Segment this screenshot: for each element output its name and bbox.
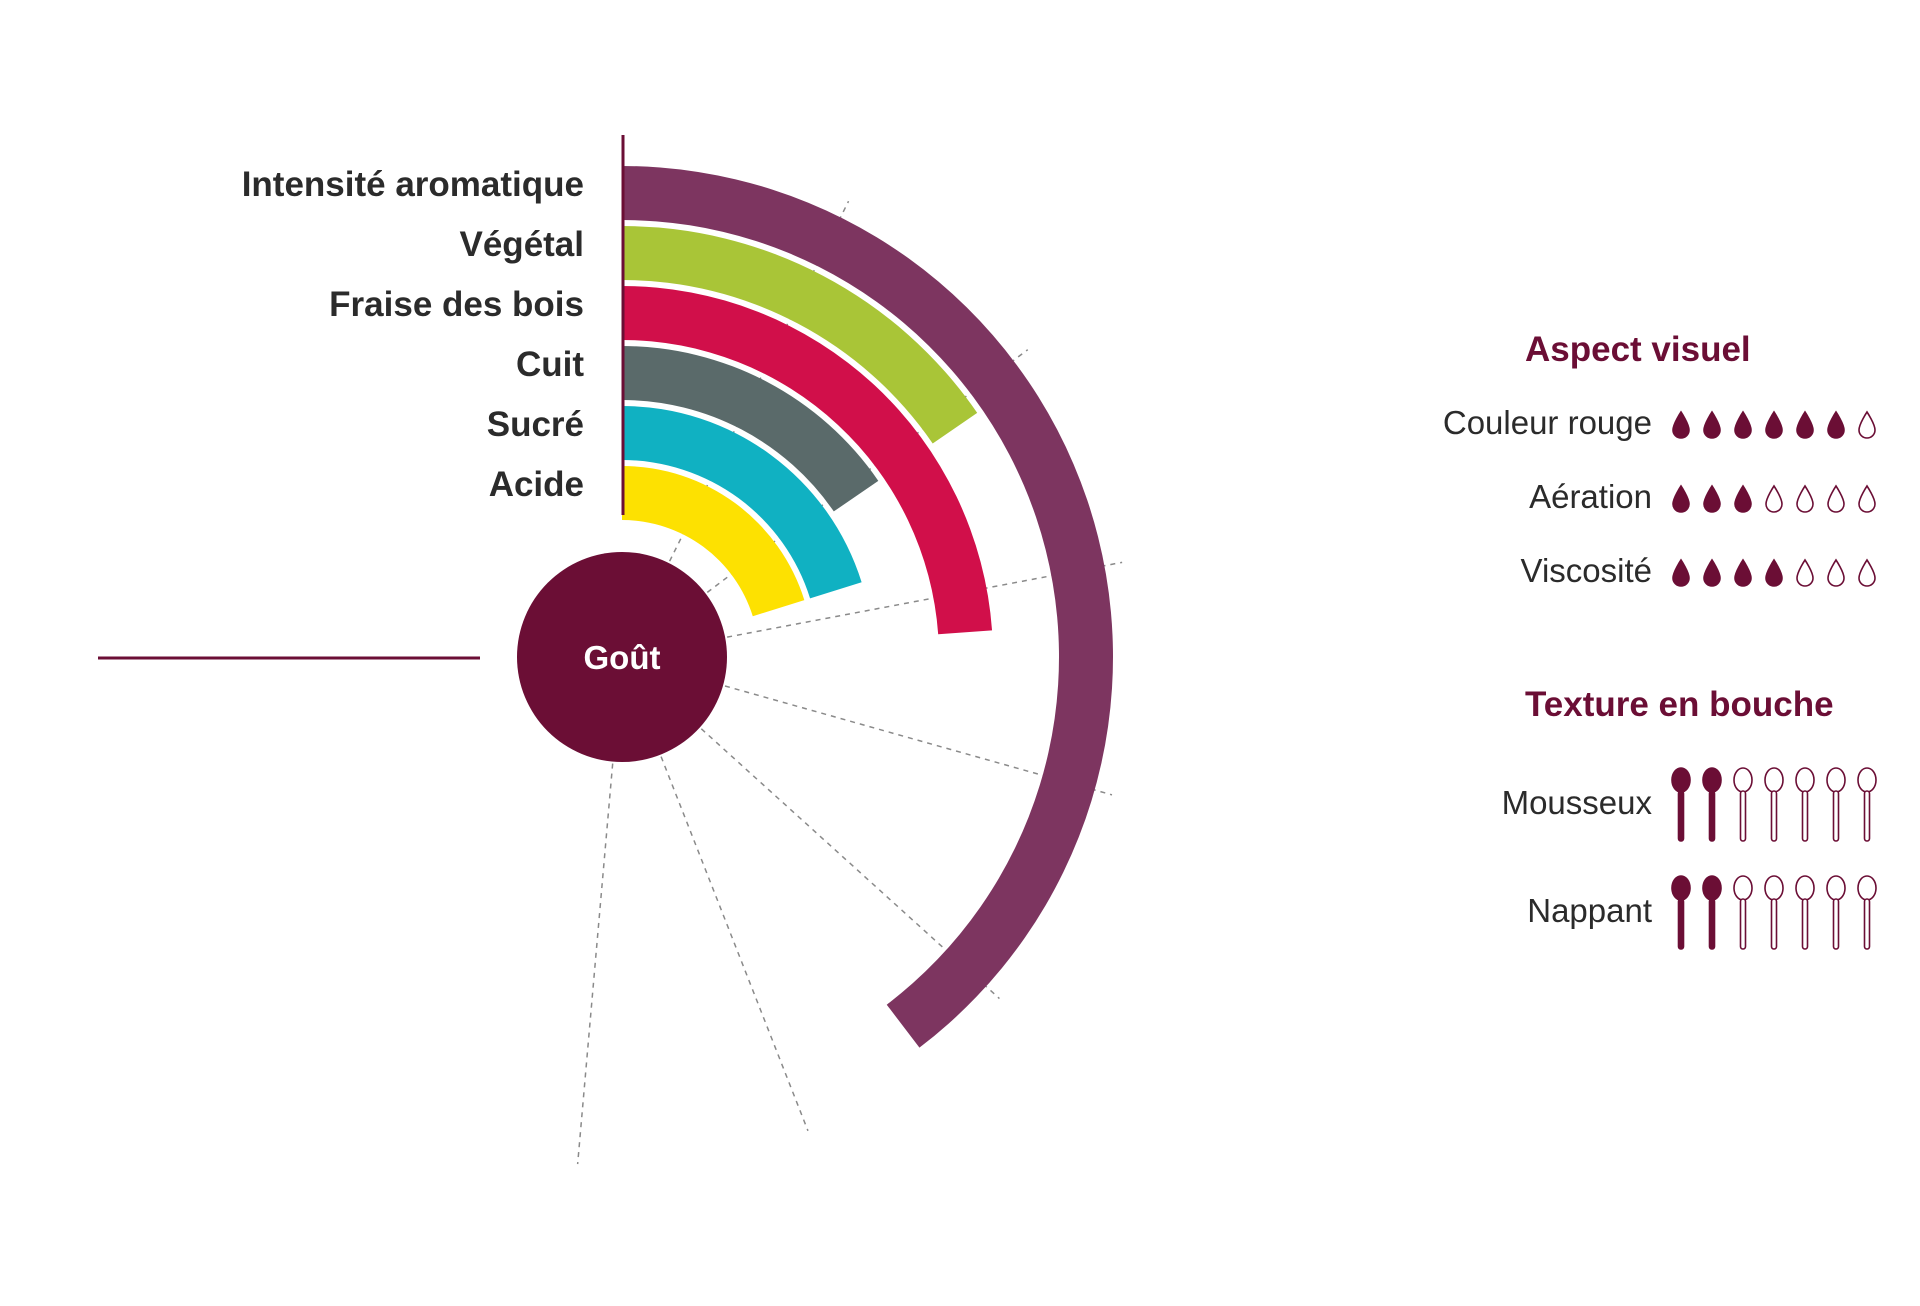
drop-filled-icon bbox=[1701, 484, 1723, 514]
spoon-rating bbox=[1670, 874, 1878, 952]
drop-filled-icon bbox=[1732, 484, 1754, 514]
arc-cuit bbox=[622, 346, 879, 512]
spoon-empty-icon bbox=[1794, 766, 1816, 844]
drop-filled-icon bbox=[1763, 558, 1785, 588]
drop-empty-icon bbox=[1856, 558, 1878, 588]
drop-empty-icon bbox=[1794, 558, 1816, 588]
drop-filled-icon bbox=[1670, 410, 1692, 440]
guide-line bbox=[726, 561, 1123, 638]
drop-filled-icon bbox=[1701, 410, 1723, 440]
spoon-empty-icon bbox=[1732, 874, 1754, 952]
guide-line bbox=[700, 728, 1000, 1000]
drop-filled-icon bbox=[1670, 558, 1692, 588]
drop-empty-icon bbox=[1763, 484, 1785, 514]
spoon-empty-icon bbox=[1825, 766, 1847, 844]
spoon-rating bbox=[1670, 766, 1878, 844]
category-label: Sucré bbox=[487, 405, 584, 444]
drop-empty-icon bbox=[1794, 484, 1816, 514]
spoon-empty-icon bbox=[1763, 766, 1785, 844]
spoon-empty-icon bbox=[1732, 766, 1754, 844]
spoon-filled-icon bbox=[1701, 874, 1723, 952]
drop-filled-icon bbox=[1701, 558, 1723, 588]
arc-v-g-tal bbox=[622, 226, 978, 444]
center-label: Goût bbox=[584, 639, 661, 676]
spoon-filled-icon bbox=[1670, 766, 1692, 844]
row-label: Couleur rouge bbox=[1442, 404, 1652, 441]
guide-line bbox=[576, 763, 614, 1165]
category-labels: Intensité aromatique Végétal Fraise des bo… bbox=[242, 165, 585, 504]
texture-title: Texture en bouche bbox=[1525, 685, 1834, 724]
drop-rating bbox=[1670, 484, 1878, 514]
arc-fraise-des-bois bbox=[622, 286, 993, 635]
category-label: Intensité aromatique bbox=[242, 165, 584, 204]
aspect-visuel-title: Aspect visuel bbox=[1525, 330, 1751, 369]
drop-filled-icon bbox=[1825, 410, 1847, 440]
center-circle bbox=[517, 552, 727, 762]
drop-filled-icon bbox=[1794, 410, 1816, 440]
category-label: Végétal bbox=[460, 225, 585, 264]
category-label: Acide bbox=[489, 465, 584, 504]
guide-line bbox=[660, 756, 809, 1132]
drop-empty-icon bbox=[1825, 558, 1847, 588]
spoon-filled-icon bbox=[1701, 766, 1723, 844]
drop-filled-icon bbox=[1670, 484, 1692, 514]
spoon-empty-icon bbox=[1763, 874, 1785, 952]
row-label: Nappant bbox=[1527, 892, 1652, 929]
spoon-empty-icon bbox=[1794, 874, 1816, 952]
spoon-empty-icon bbox=[1856, 874, 1878, 952]
drop-empty-icon bbox=[1825, 484, 1847, 514]
drop-empty-icon bbox=[1856, 410, 1878, 440]
drop-rating bbox=[1670, 410, 1878, 440]
drop-empty-icon bbox=[1856, 484, 1878, 514]
drop-filled-icon bbox=[1732, 410, 1754, 440]
spoon-empty-icon bbox=[1856, 766, 1878, 844]
drop-filled-icon bbox=[1732, 558, 1754, 588]
arc-intensit-aromatique bbox=[622, 166, 1114, 1048]
category-label: Fraise des bois bbox=[329, 285, 584, 324]
spoon-filled-icon bbox=[1670, 874, 1692, 952]
drop-rating bbox=[1670, 558, 1878, 588]
row-label: Mousseux bbox=[1501, 784, 1652, 821]
row-label: Viscosité bbox=[1520, 552, 1652, 589]
row-label: Aération bbox=[1529, 478, 1652, 515]
arc-sucr- bbox=[622, 406, 862, 599]
drop-filled-icon bbox=[1763, 410, 1785, 440]
arc-acide bbox=[622, 466, 805, 617]
radial-bars bbox=[622, 166, 1114, 1048]
category-label: Cuit bbox=[516, 345, 584, 384]
spoon-empty-icon bbox=[1825, 874, 1847, 952]
